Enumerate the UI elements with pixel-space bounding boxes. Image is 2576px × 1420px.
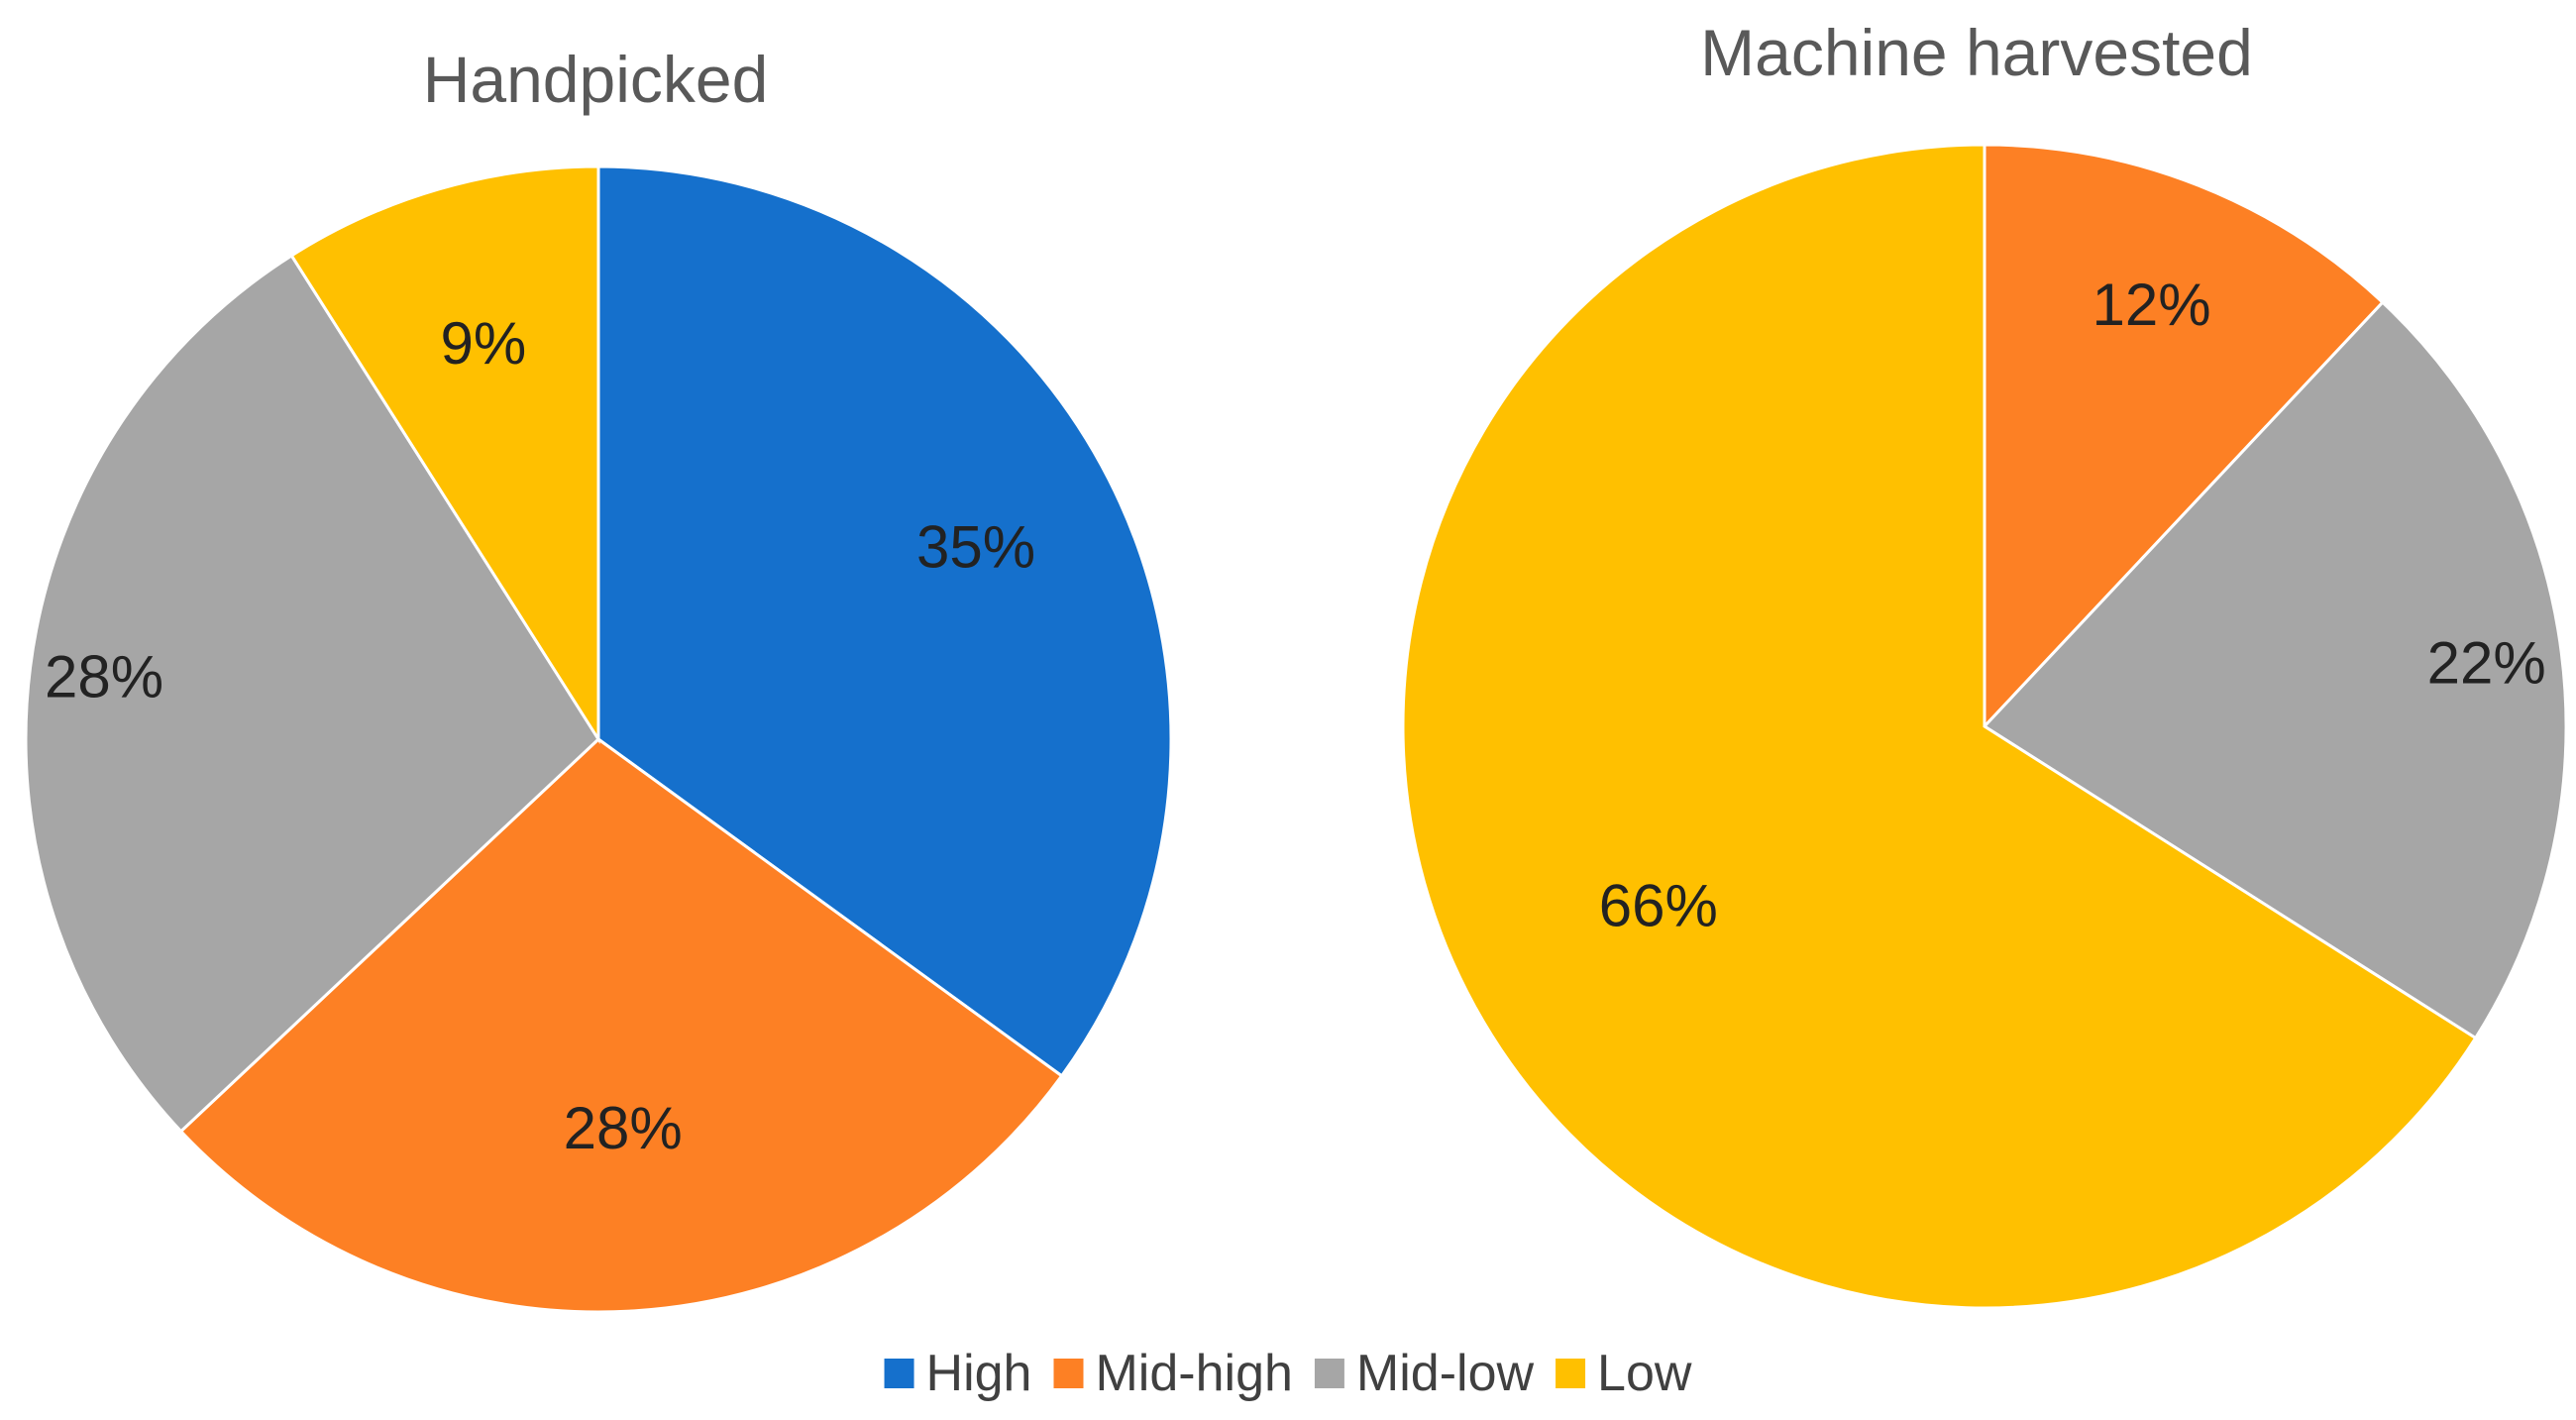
machine-harvested-label-low: 66% (1599, 872, 1718, 938)
machine-harvested-slice-mid-high (1983, 143, 2385, 730)
handpicked-label-mid-low: 28% (45, 643, 163, 710)
machine-harvested-label-mid-high: 12% (2093, 272, 2211, 338)
legend-swatch-high (884, 1359, 914, 1388)
machine-harvested-slice-low (1401, 143, 2478, 1310)
handpicked-label-mid-high: 28% (564, 1095, 683, 1161)
handpicked-pie: 35% 28% 28% 9% (24, 164, 1173, 1314)
legend-swatch-mid-high (1053, 1359, 1084, 1388)
machine-harvested-pie: 0%12%22%66% (1401, 143, 2568, 1310)
chart-legend: High Mid-high Mid-low Low (884, 1345, 1692, 1402)
legend-label-high: High (926, 1345, 1032, 1402)
handpicked-slice-high (596, 164, 1173, 1078)
machine-harvested-label-mid-low: 22% (2427, 629, 2546, 696)
handpicked-slice-low (289, 164, 600, 745)
handpicked-label-low: 9% (441, 310, 527, 377)
legend-label-low: Low (1597, 1345, 1692, 1402)
handpicked-slice-mid-low (24, 253, 600, 1134)
handpicked-chart-title: Handpicked (423, 43, 769, 116)
legend-swatch-mid-low (1314, 1359, 1344, 1388)
legend-swatch-low (1556, 1359, 1586, 1388)
handpicked-label-high: 35% (916, 513, 1035, 580)
machine-harvested-slice-mid-low (1982, 299, 2568, 1040)
legend-label-mid-low: Mid-low (1356, 1345, 1535, 1402)
handpicked-slice-mid-high (178, 737, 1064, 1314)
legend-label-mid-high: Mid-high (1095, 1345, 1292, 1402)
machine-harvested-chart-title: Machine harvested (1700, 16, 2253, 89)
